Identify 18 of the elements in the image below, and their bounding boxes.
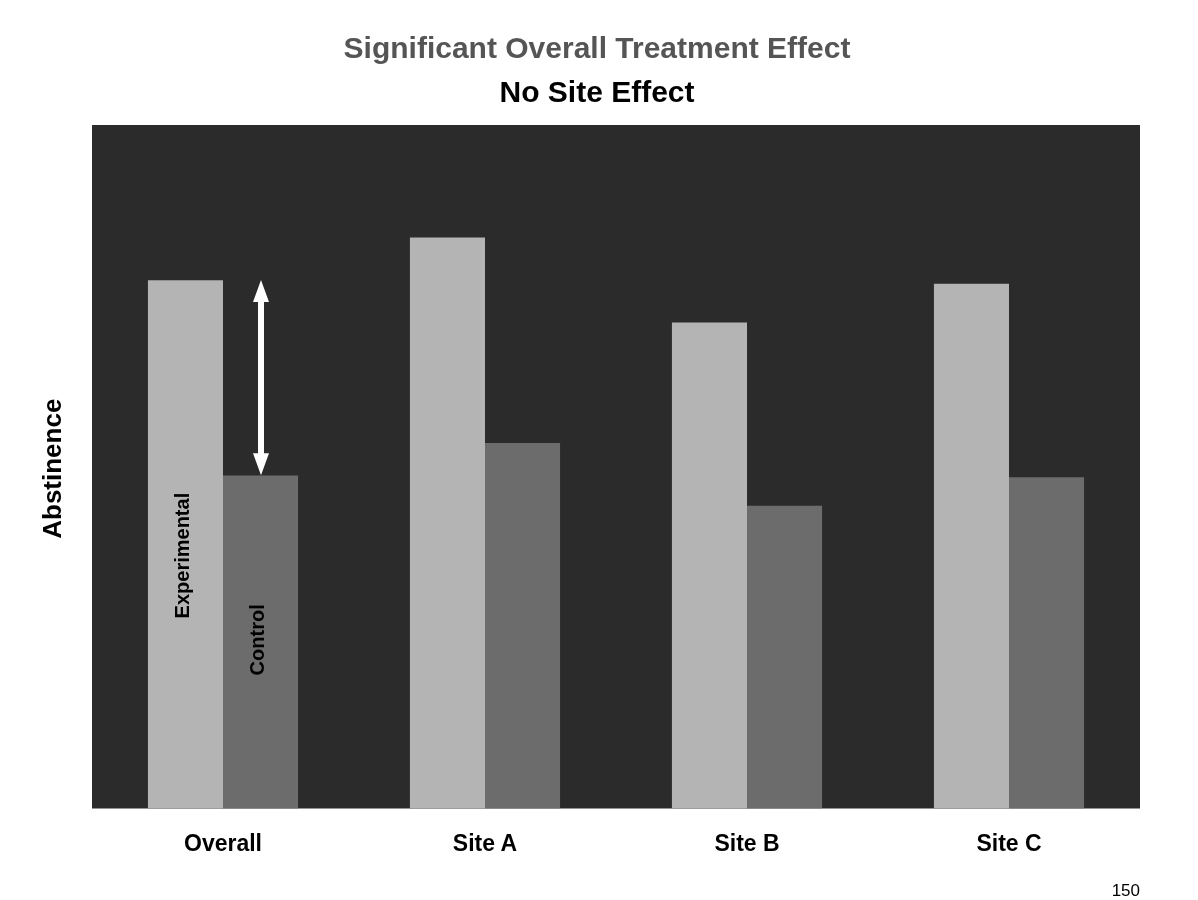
bar [223,475,299,809]
bar [485,443,561,809]
bar [409,237,485,809]
chart-subtitle: No Site Effect [499,75,695,108]
x-tick-label: Site A [452,829,518,856]
y-axis-title: Abstinence [37,398,68,539]
bar [671,322,747,809]
bar [1009,477,1085,809]
x-tick-label: Site C [976,829,1042,856]
text: 150 [1111,881,1140,900]
series-label: Control [246,604,269,676]
x-tick-label: Overall [184,829,262,856]
series-label: Experimental [170,492,193,619]
bar [933,283,1009,809]
bar [747,505,823,809]
chart-title: Significant Overall Treatment Effect [343,31,851,64]
x-tick-label: Site B [714,829,780,856]
bar [147,280,223,809]
